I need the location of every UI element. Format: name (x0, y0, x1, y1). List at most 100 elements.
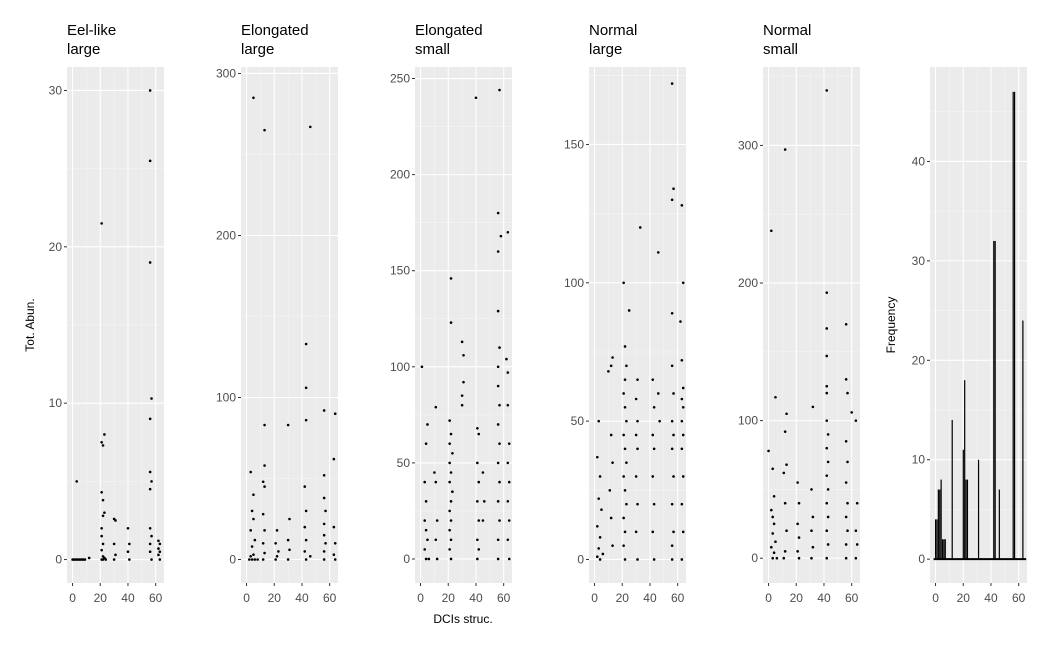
data-point (785, 412, 788, 416)
data-point (498, 88, 501, 92)
panel-background (763, 67, 860, 583)
data-point (433, 471, 436, 474)
histogram-bar (962, 449, 964, 560)
data-point (774, 540, 777, 544)
data-point (248, 558, 251, 561)
data-point (825, 89, 829, 92)
data-point (304, 538, 308, 542)
panel-2: 0 20 40 60 0 100 200 300 Elongated large (216, 22, 338, 605)
data-point (797, 501, 801, 505)
data-point (846, 501, 849, 505)
data-point (423, 519, 427, 522)
data-point (622, 516, 625, 520)
data-point (100, 440, 103, 444)
histogram-bar (1012, 91, 1014, 560)
data-point (435, 557, 439, 561)
x-tick-label: 20 (94, 591, 108, 605)
data-point (680, 397, 684, 401)
data-point (854, 419, 858, 422)
data-point (623, 558, 627, 561)
data-point (100, 222, 103, 225)
data-point (253, 538, 257, 542)
data-point (427, 557, 431, 561)
y-tick-label: 0 (55, 553, 62, 567)
data-point (597, 547, 600, 550)
data-point (126, 550, 130, 554)
data-point (449, 471, 453, 474)
data-point (101, 444, 105, 447)
y-tick-label: 30 (912, 254, 926, 268)
data-point (625, 364, 628, 368)
data-point (112, 542, 116, 546)
data-point (288, 548, 291, 552)
facet-title: Elongated (241, 22, 309, 39)
data-point (622, 475, 625, 478)
data-point (322, 496, 326, 500)
data-point (303, 485, 307, 488)
data-point (263, 423, 266, 427)
data-point (783, 148, 787, 151)
data-point (462, 353, 465, 357)
data-point (448, 442, 451, 445)
data-point (850, 411, 853, 414)
data-point (797, 536, 801, 539)
histogram-bar (977, 459, 980, 560)
data-point (474, 96, 478, 100)
data-point (114, 553, 117, 557)
histogram-bar (937, 489, 939, 560)
data-point (499, 234, 503, 238)
data-point (286, 558, 290, 561)
data-point (275, 529, 279, 532)
data-point (448, 528, 451, 532)
data-point (477, 480, 481, 484)
y-tick-label: 100 (564, 276, 584, 290)
data-point (150, 480, 153, 483)
data-point (148, 89, 152, 92)
data-point (103, 433, 106, 436)
data-point (332, 553, 336, 556)
x-tick-label: 20 (268, 591, 282, 605)
data-point (844, 543, 848, 546)
data-point (322, 558, 326, 561)
data-point (148, 526, 152, 530)
y-tick-label: 100 (216, 390, 236, 404)
data-point (846, 391, 849, 395)
y-tick-label: 150 (390, 264, 410, 278)
data-point (304, 509, 308, 513)
data-point (782, 556, 786, 560)
data-point (772, 551, 776, 555)
panel-background (415, 67, 512, 583)
data-point (434, 405, 438, 409)
data-point (252, 517, 255, 521)
x-tick-label: 0 (69, 591, 76, 605)
data-point (506, 538, 510, 542)
data-point (681, 386, 685, 390)
y-tick-label: 0 (403, 552, 410, 566)
data-point (75, 480, 78, 483)
panel-1: 0 20 40 60 0 10 20 30 Eel-like large (49, 22, 164, 605)
data-point (825, 474, 829, 477)
data-point (680, 558, 684, 561)
data-point (609, 364, 613, 368)
data-point (670, 558, 674, 561)
data-point (274, 542, 277, 545)
data-point (83, 558, 87, 561)
data-point (148, 470, 152, 474)
x-tick-label: 0 (765, 591, 772, 605)
data-point (150, 397, 153, 400)
data-point (785, 463, 788, 466)
data-point (424, 500, 428, 503)
data-point (825, 391, 829, 395)
data-point (114, 519, 117, 522)
data-point (249, 554, 252, 558)
data-point (679, 320, 682, 323)
data-point (623, 406, 627, 409)
data-point (148, 487, 152, 491)
data-point (625, 461, 628, 464)
data-point (496, 250, 500, 253)
data-point (826, 460, 830, 464)
data-point (825, 384, 829, 388)
data-point (448, 419, 451, 422)
y-tick-label: 0 (577, 552, 584, 566)
facet-title: large (67, 41, 100, 58)
